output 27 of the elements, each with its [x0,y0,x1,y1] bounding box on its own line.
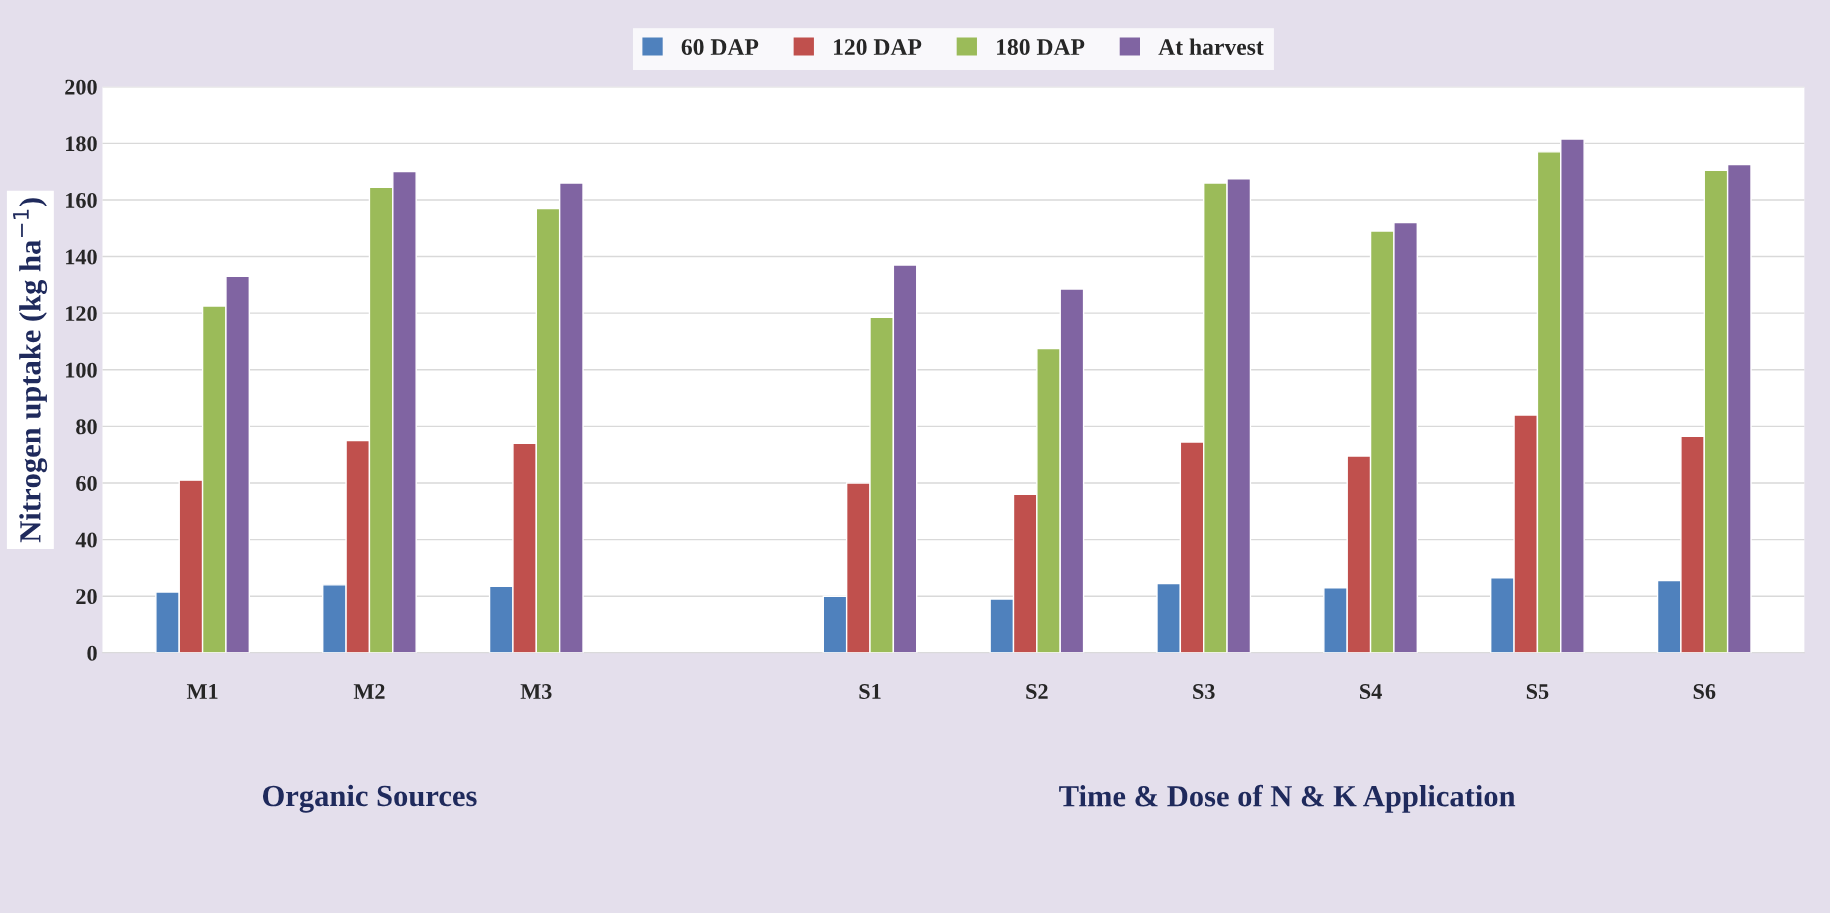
legend-label: 180 DAP [997,39,1085,56]
legend-label: 120 DAP [834,39,922,56]
x-tick-label: M1 [186,684,218,699]
y-tick-label: 0 [87,645,97,661]
y-tick-label: 20 [76,589,97,605]
x-tick-label: S3 [1193,684,1215,699]
x-tick-label: S6 [1693,684,1716,699]
text: Organic Sources [263,784,477,813]
y-tick-label: 60 [76,475,97,491]
y-tick-label: 120 [66,306,97,322]
y-axis-title: Nitrogen uptake (kg ha$^{−1}$) [13,198,48,543]
y-tick-label: 160 [66,192,97,208]
x-tick-label: S1 [859,684,881,699]
x-tick-label: S2 [1026,684,1048,699]
x-tick-label: M2 [353,684,385,699]
legend-label: At harvest [1158,38,1264,56]
y-tick-label: 40 [75,532,97,548]
x-tick-label: M3 [520,684,552,699]
x-tick-label: S5 [1526,684,1549,699]
text: Time & Dose of N & K Application [1059,784,1516,813]
y-tick-label: 140 [66,249,97,265]
x-tick-label: S4 [1360,684,1382,699]
y-tick-label: 180 [66,136,97,152]
y-tick-label: 80 [76,419,97,435]
y-tick-label: 100 [66,362,97,378]
y-tick-label: 200 [65,79,97,95]
legend-label: 60 DAP [681,39,759,56]
